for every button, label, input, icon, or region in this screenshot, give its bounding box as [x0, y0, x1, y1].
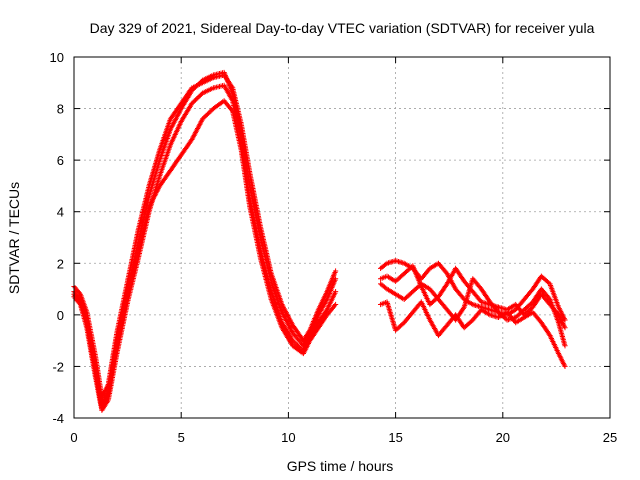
- y-tick-label: 4: [57, 205, 64, 220]
- axis-ticks: 0 5 10 15 20 25 -4 -2 0 2 4 6 8 10: [50, 50, 618, 445]
- data-point-markers: [378, 263, 568, 331]
- x-tick-label: 5: [178, 430, 185, 445]
- y-tick-label: 0: [57, 308, 64, 323]
- plot-frame: [73, 56, 611, 419]
- data-point-markers: [378, 299, 568, 369]
- y-tick-label: 6: [57, 153, 64, 168]
- y-axis-label: SDTVAR / TECUs: [6, 182, 22, 294]
- y-tick-label: 8: [57, 102, 64, 117]
- y-tick-label: 10: [50, 50, 64, 65]
- series-track-7: [378, 299, 568, 369]
- x-tick-label: 20: [496, 430, 510, 445]
- x-tick-label: 25: [603, 430, 617, 445]
- data-point-markers: [378, 276, 568, 349]
- series-track-4: [71, 98, 339, 411]
- series-track-6: [378, 276, 568, 349]
- y-tick-label: -2: [52, 359, 64, 374]
- series-track-8: [378, 263, 568, 331]
- grid: [74, 57, 610, 418]
- x-tick-label: 15: [388, 430, 402, 445]
- series-track-1: [71, 69, 339, 408]
- data-point-markers: [71, 69, 339, 408]
- data-points: [71, 69, 568, 413]
- data-point-markers: [71, 98, 339, 411]
- x-axis-label: GPS time / hours: [287, 458, 394, 474]
- y-tick-label: -4: [52, 411, 64, 426]
- x-tick-label: 0: [70, 430, 77, 445]
- x-tick-label: 10: [281, 430, 295, 445]
- y-tick-label: 2: [57, 256, 64, 271]
- chart-title: Day 329 of 2021, Sidereal Day-to-day VTE…: [90, 20, 595, 36]
